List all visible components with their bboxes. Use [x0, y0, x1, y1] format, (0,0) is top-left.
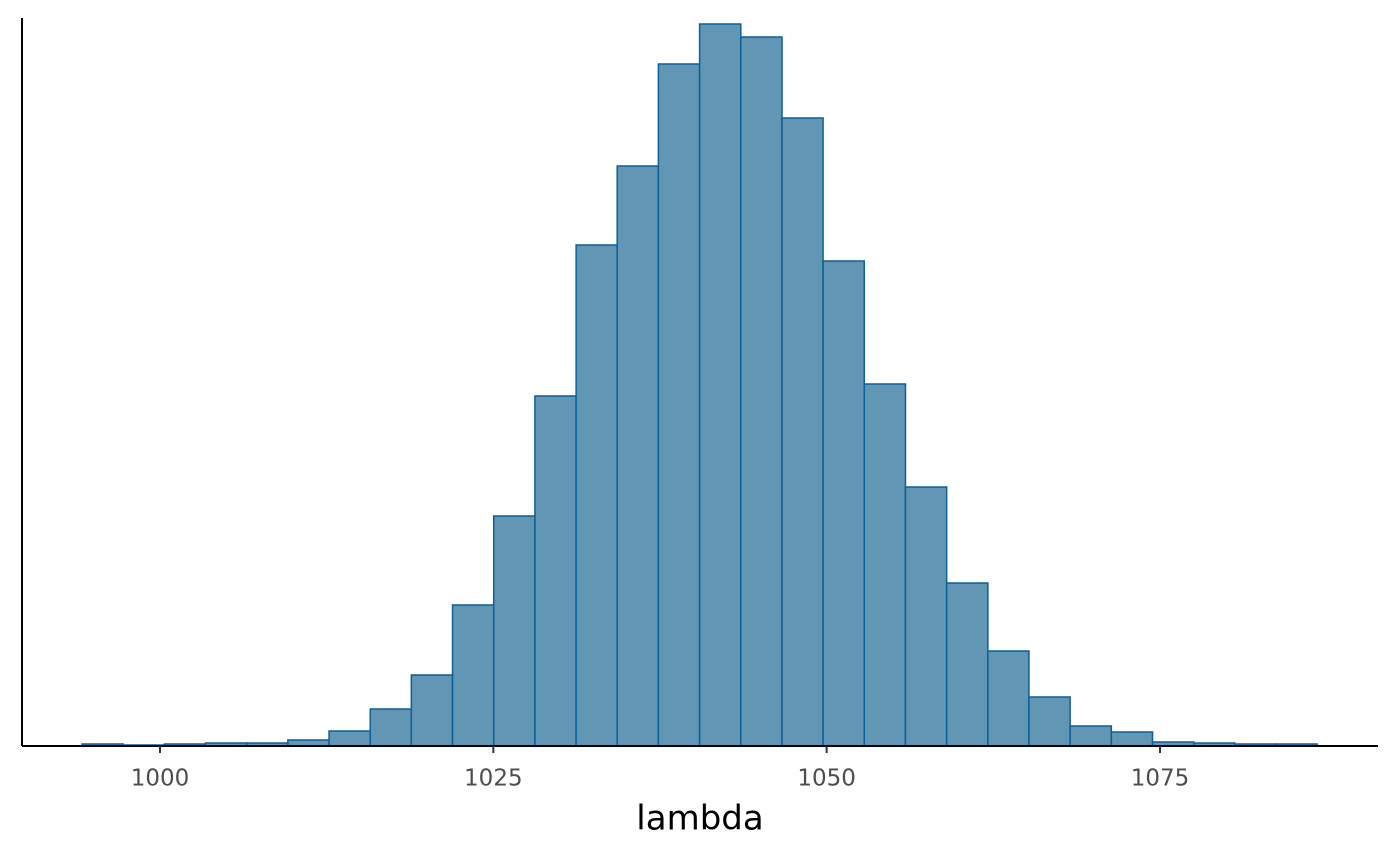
- bar: [987, 650, 1030, 747]
- bar: [781, 117, 824, 747]
- x-tick-label: 1075: [1131, 766, 1190, 792]
- bar: [698, 23, 742, 747]
- x-tick-label: 1025: [464, 766, 523, 792]
- x-axis-label: lambda: [636, 799, 763, 839]
- bar: [575, 244, 618, 747]
- bar: [410, 674, 454, 747]
- bar: [740, 36, 783, 747]
- bar: [822, 260, 866, 747]
- bar: [945, 582, 989, 747]
- bar: [328, 730, 372, 747]
- bar: [657, 63, 701, 747]
- bar: [863, 383, 907, 747]
- bar: [1028, 696, 1071, 747]
- bar: [616, 165, 660, 747]
- bar: [904, 486, 948, 747]
- bar: [451, 604, 495, 747]
- x-tick-label: 1000: [131, 766, 190, 792]
- x-tick-label: 1050: [797, 766, 856, 792]
- bar: [1110, 731, 1154, 747]
- bar: [369, 708, 413, 747]
- bar: [1069, 725, 1113, 747]
- bar: [534, 395, 577, 747]
- bar: [492, 515, 536, 747]
